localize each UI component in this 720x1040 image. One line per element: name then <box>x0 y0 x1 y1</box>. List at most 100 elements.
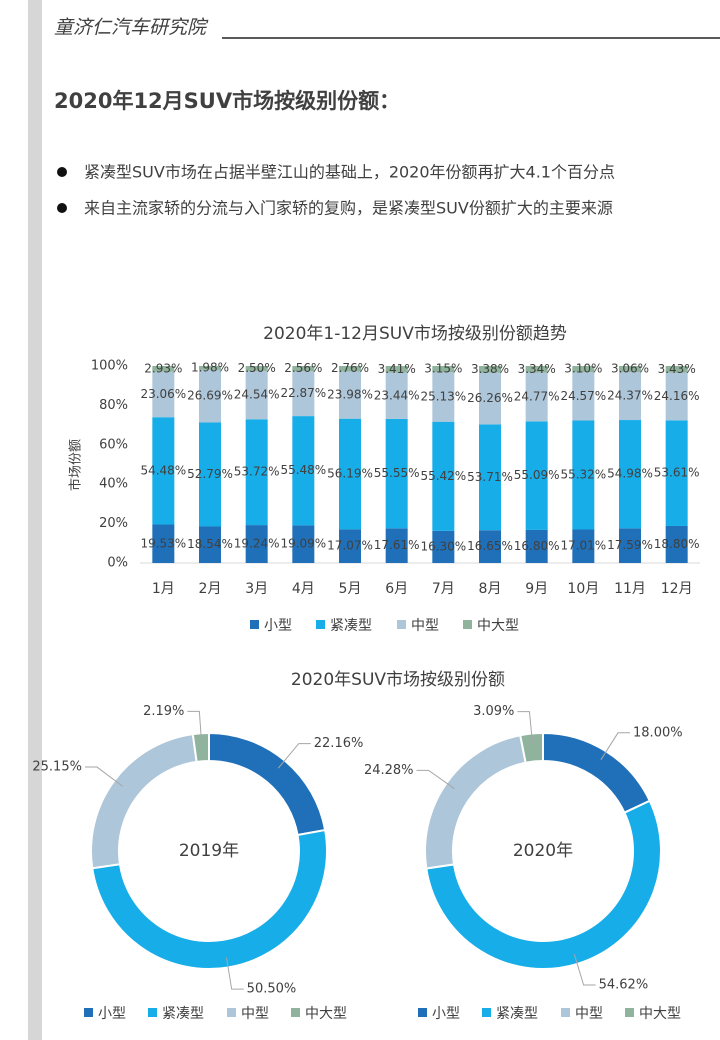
x-tick-label: 5月 <box>339 581 362 597</box>
x-tick-label: 4月 <box>292 581 315 597</box>
bar-segment <box>245 370 268 420</box>
bar-segment <box>152 524 175 563</box>
y-tick-label: 40% <box>99 477 128 492</box>
data-label: 24.28% <box>364 763 414 778</box>
data-label: 55.32% <box>560 468 606 482</box>
data-label: 55.09% <box>514 468 560 482</box>
bar-segment <box>619 420 641 529</box>
bar-segment <box>292 371 315 417</box>
bar-segment <box>292 366 315 372</box>
bar-segment <box>525 421 548 530</box>
bullet: 来自主流家轿的分流与入门家轿的复购，是紧凑型SUV份额扩大的主要来源 <box>84 199 613 218</box>
donut-segment <box>424 734 527 870</box>
bar-segment <box>339 418 361 530</box>
leader-line <box>277 743 311 769</box>
data-label: 2.19% <box>143 704 184 719</box>
data-label: 53.72% <box>234 465 280 479</box>
bar-segment <box>152 417 175 525</box>
bullet-dot <box>57 203 67 213</box>
x-tick-label: 12月 <box>661 581 693 597</box>
legend-label: 中型 <box>575 1006 603 1022</box>
data-label: 16.65% <box>467 539 513 553</box>
donut-segment <box>542 731 652 815</box>
x-tick-label: 10月 <box>567 581 599 597</box>
data-label: 3.10% <box>564 362 602 376</box>
legend-label: 小型 <box>432 1006 460 1022</box>
donut-segment <box>519 731 544 764</box>
bar-segment <box>385 365 408 373</box>
data-label: 24.77% <box>514 389 560 403</box>
data-label: 19.24% <box>234 537 280 551</box>
data-label: 3.41% <box>378 362 416 376</box>
x-tick-label: 3月 <box>245 581 268 597</box>
bar-segment <box>619 366 641 373</box>
side-strip <box>28 0 42 1040</box>
data-label: 54.98% <box>607 467 653 481</box>
data-label: 22.16% <box>314 736 364 751</box>
legend-label: 中型 <box>411 618 439 634</box>
data-label: 16.30% <box>420 539 466 553</box>
legend-swatch <box>625 1008 634 1017</box>
data-label: 16.80% <box>514 539 560 553</box>
data-label: 25.15% <box>32 760 82 775</box>
x-tick-label: 6月 <box>385 581 408 597</box>
bar-segment <box>665 420 688 526</box>
bar-segment <box>385 528 408 563</box>
bar-segment <box>525 529 548 563</box>
donut-segment <box>425 799 662 970</box>
bar-segment <box>199 526 221 563</box>
bar-segment <box>199 422 221 527</box>
bar-segment <box>339 529 361 563</box>
leader-line <box>226 957 244 990</box>
bar-segment <box>339 371 361 419</box>
data-label: 54.48% <box>140 463 186 477</box>
leader-line <box>517 711 534 744</box>
bar-segment <box>479 424 501 531</box>
data-label: 3.38% <box>471 362 509 376</box>
y-tick-label: 0% <box>107 556 128 571</box>
donut-segment <box>91 828 328 970</box>
bar-segment <box>245 366 268 371</box>
data-label: 55.55% <box>374 466 420 480</box>
bar-segment <box>292 525 315 563</box>
bar-segment <box>292 416 315 526</box>
data-label: 18.54% <box>187 537 233 551</box>
bar-segment <box>665 525 688 563</box>
legend-label: 紧凑型 <box>496 1005 538 1022</box>
bar-segment <box>199 369 221 423</box>
bar-segment <box>432 372 455 422</box>
x-tick-label: 8月 <box>479 581 502 597</box>
bar-segment <box>572 529 595 563</box>
data-label: 22.87% <box>280 386 326 400</box>
bar-segment <box>152 366 175 372</box>
data-label: 17.01% <box>560 539 606 553</box>
legend-swatch <box>250 620 259 629</box>
data-label: 52.79% <box>187 467 233 481</box>
y-axis-label: 市场份额 <box>68 439 84 491</box>
center-label: 2020年 <box>513 841 573 861</box>
data-label: 2.50% <box>238 361 276 375</box>
legend-swatch <box>148 1008 157 1017</box>
legend-label: 小型 <box>264 618 292 634</box>
data-label: 19.53% <box>140 536 186 550</box>
chart-title: 2020年SUV市场按级别份额 <box>291 670 505 690</box>
chart-title: 2020年1-12月SUV市场按级别份额趋势 <box>263 324 567 344</box>
data-label: 56.19% <box>327 467 373 481</box>
y-tick-label: 60% <box>99 437 128 452</box>
legend-swatch <box>316 620 325 629</box>
bar-segment <box>245 419 268 526</box>
legend-label: 小型 <box>98 1006 126 1022</box>
x-tick-label: 11月 <box>614 581 646 597</box>
data-label: 3.43% <box>658 362 696 376</box>
data-label: 24.57% <box>560 389 606 403</box>
bar-segment <box>479 372 501 425</box>
bar-segment <box>385 372 408 419</box>
bar-segment <box>572 420 595 530</box>
x-tick-label: 1月 <box>152 581 175 597</box>
data-label: 55.42% <box>420 469 466 483</box>
legend-label: 中大型 <box>305 1006 347 1022</box>
y-tick-label: 20% <box>99 516 128 531</box>
legend-label: 中型 <box>241 1006 269 1022</box>
bar-segment <box>619 372 641 421</box>
data-label: 3.34% <box>518 362 556 376</box>
